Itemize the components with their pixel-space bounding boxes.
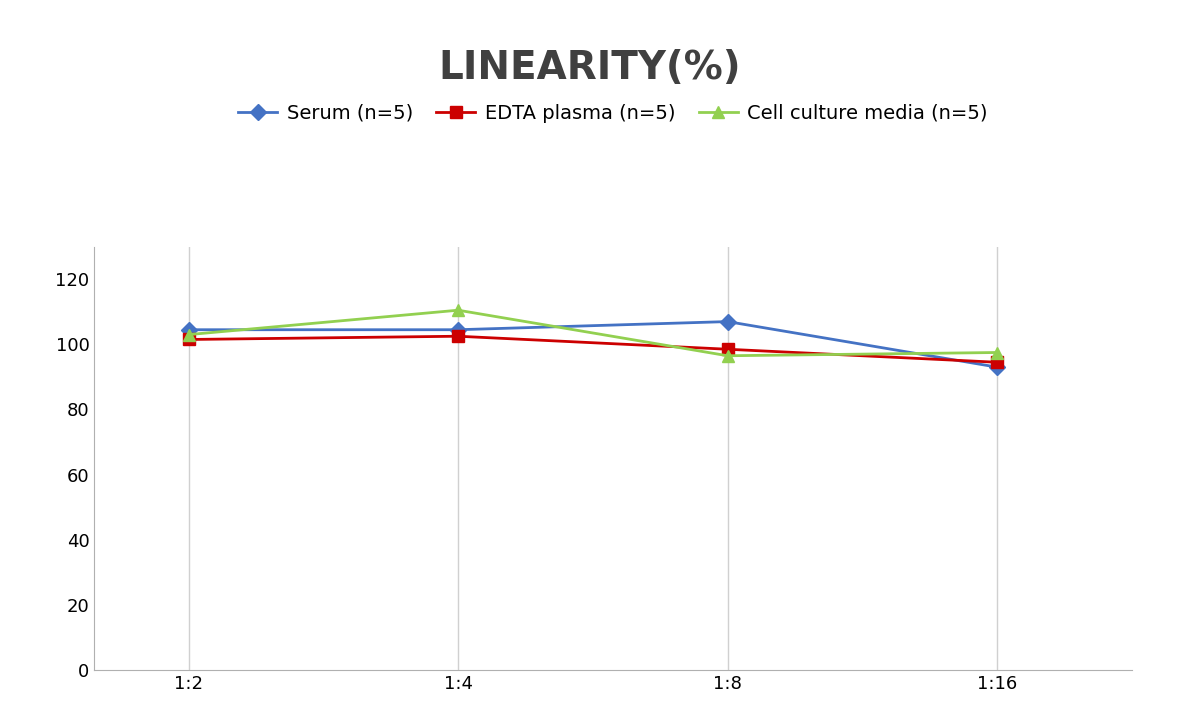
Line: Serum (n=5): Serum (n=5)	[183, 316, 1002, 373]
Cell culture media (n=5)	[182, 331, 196, 339]
EDTA plasma (n=5)	[990, 358, 1005, 367]
EDTA plasma (n=5)	[452, 332, 466, 341]
Text: LINEARITY(%): LINEARITY(%)	[439, 49, 740, 87]
EDTA plasma (n=5)	[720, 345, 735, 353]
Cell culture media (n=5)	[990, 348, 1005, 357]
Legend: Serum (n=5), EDTA plasma (n=5), Cell culture media (n=5): Serum (n=5), EDTA plasma (n=5), Cell cul…	[230, 96, 996, 130]
Cell culture media (n=5)	[720, 352, 735, 360]
Serum (n=5)	[452, 326, 466, 334]
Serum (n=5)	[720, 317, 735, 326]
Cell culture media (n=5)	[452, 306, 466, 314]
Line: EDTA plasma (n=5): EDTA plasma (n=5)	[183, 331, 1002, 368]
Serum (n=5)	[182, 326, 196, 334]
Line: Cell culture media (n=5): Cell culture media (n=5)	[183, 305, 1002, 361]
EDTA plasma (n=5)	[182, 336, 196, 344]
Serum (n=5)	[990, 363, 1005, 372]
